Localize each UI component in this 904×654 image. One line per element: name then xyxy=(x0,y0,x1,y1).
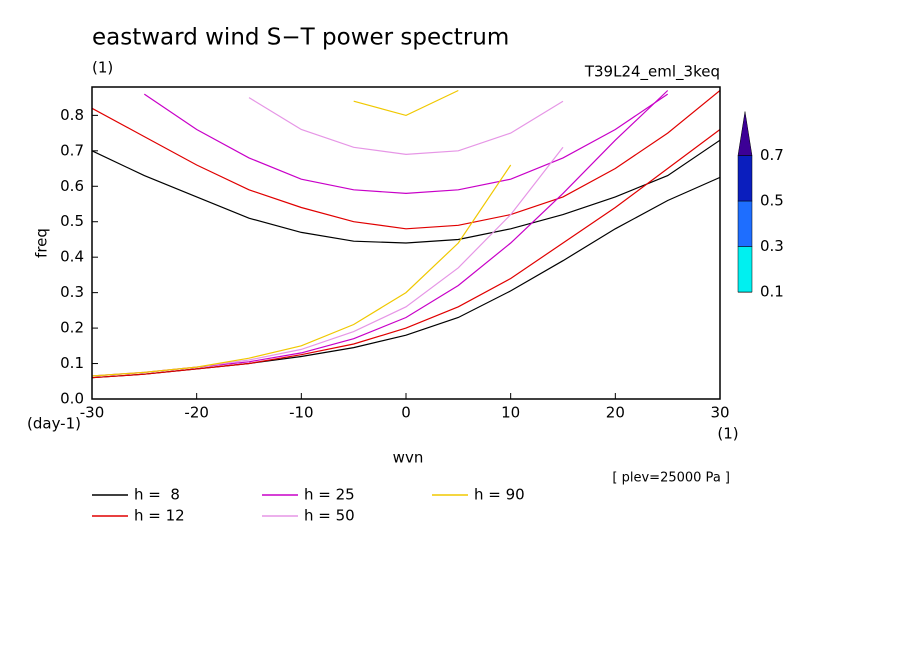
colorbar-label: 0.3 xyxy=(760,237,784,255)
dispersion-curve xyxy=(92,90,669,377)
curves xyxy=(92,89,720,379)
x-axis-label: wvn xyxy=(393,449,424,467)
y-tick-label: 0.7 xyxy=(60,141,84,159)
x-tick-label: -30 xyxy=(80,404,105,422)
colorbar-label: 0.1 xyxy=(760,283,784,301)
x-tick-label: 20 xyxy=(606,404,625,422)
legend-label: h = 8 xyxy=(134,486,180,504)
legend-label: h = 12 xyxy=(134,507,185,525)
colorbar-label: 0.7 xyxy=(760,146,784,164)
subtitle: (1) xyxy=(92,59,113,77)
dispersion-curve xyxy=(92,139,720,244)
dispersion-curve xyxy=(92,90,720,230)
colorbar-swatch xyxy=(737,155,753,202)
legend-label: h = 25 xyxy=(304,486,355,504)
dispersion-curve xyxy=(92,176,720,379)
run-label: T39L24_eml_3keq xyxy=(584,63,720,82)
y-tick-label: 0.1 xyxy=(60,354,84,372)
dispersion-curve xyxy=(92,164,512,377)
y-axis-label: freq xyxy=(33,228,51,258)
dispersion-curve xyxy=(143,93,669,195)
dispersion-curve xyxy=(92,129,720,379)
colorbar-swatch xyxy=(737,246,753,293)
x-tick-label: 0 xyxy=(401,404,411,422)
colorbar-extension xyxy=(737,111,753,156)
y-tick-label: 0.5 xyxy=(60,212,84,230)
x-tick-label: 10 xyxy=(501,404,520,422)
x-tick-label: -10 xyxy=(289,404,314,422)
dispersion-curve xyxy=(353,89,459,117)
y-tick-label: 0.8 xyxy=(60,106,84,124)
y-unit: (day-1) xyxy=(27,415,81,433)
dispersion-curve xyxy=(92,146,564,377)
legend-label: h = 90 xyxy=(474,486,525,504)
y-tick-label: 0.4 xyxy=(60,248,84,266)
dispersion-curve xyxy=(248,97,564,156)
annotation: [ plev=25000 Pa ] xyxy=(612,471,730,486)
y-tick-label: 0.6 xyxy=(60,177,84,195)
x-tick-label: -20 xyxy=(184,404,209,422)
colorbar-swatch xyxy=(737,200,753,247)
x-unit: (1) xyxy=(717,425,738,443)
colorbar-label: 0.5 xyxy=(760,192,784,210)
chart-title: eastward wind S−T power spectrum xyxy=(92,25,509,51)
y-tick-label: 0.2 xyxy=(60,319,84,337)
y-tick-label: 0.0 xyxy=(60,390,84,408)
legend-label: h = 50 xyxy=(304,507,355,525)
y-tick-label: 0.3 xyxy=(60,283,84,301)
x-tick-label: 30 xyxy=(710,404,729,422)
